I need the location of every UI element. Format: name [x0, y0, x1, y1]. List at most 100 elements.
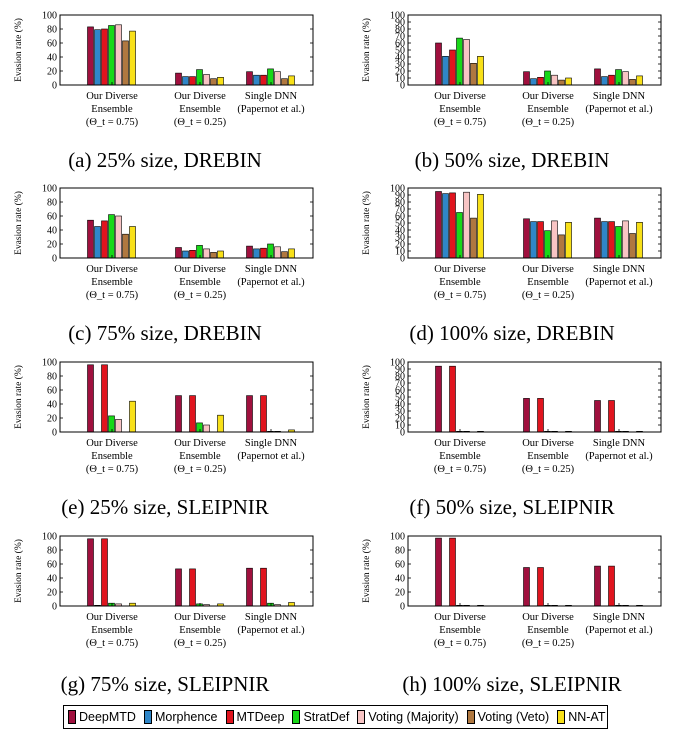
- legend-item-stratdef: StratDef: [292, 710, 349, 724]
- bar-voting-veto-: [122, 40, 129, 86]
- bar-deepmtd: [87, 538, 94, 607]
- bar-voting-veto-: [210, 78, 217, 86]
- bar-deepmtd: [175, 395, 182, 433]
- bar-mtdeep: [608, 565, 615, 607]
- bar-mtdeep: [608, 74, 615, 86]
- legend-label: StratDef: [303, 710, 350, 724]
- bar-voting-veto-: [210, 252, 217, 259]
- bar-stratdef: [196, 245, 203, 259]
- bar-voting-majority-: [274, 71, 281, 86]
- bar-deepmtd: [523, 218, 530, 259]
- legend-item-morphence: Morphence: [143, 710, 218, 724]
- y-tick-label: 30: [395, 407, 405, 418]
- x-tick-label: Our Diverse: [434, 438, 486, 449]
- x-tick-label: Our Diverse: [522, 438, 574, 449]
- bar-nn-at: [129, 400, 136, 433]
- x-tick-label: (Θ_t = 0.75): [434, 290, 487, 301]
- bar-morphence: [601, 221, 608, 259]
- y-axis-label: Evasion rate (%): [361, 365, 372, 429]
- y-tick-label: 60: [395, 560, 405, 571]
- x-tick-label: (Θ_t = 0.25): [522, 464, 575, 475]
- y-tick-label: 100: [390, 358, 405, 369]
- caption-g: (g) 75% size, SLEIPNIR: [60, 672, 270, 696]
- legend-swatch: [357, 710, 366, 724]
- bar-stratdef: [108, 214, 115, 259]
- bar-nn-at: [565, 77, 572, 86]
- axes-frame: [59, 535, 314, 607]
- bar-morphence: [601, 76, 608, 86]
- bar-stratdef: [615, 69, 622, 86]
- y-tick-label: 60: [395, 212, 405, 223]
- y-tick-label: 100: [42, 358, 57, 369]
- legend-label: Morphence: [154, 710, 218, 724]
- bar-deepmtd: [435, 537, 442, 607]
- x-tick-label: Ensemble: [527, 625, 569, 636]
- x-tick-label: (Papernot et al.): [237, 451, 305, 462]
- x-tick-label: Our Diverse: [434, 91, 486, 102]
- x-tick-label: Single DNN: [245, 612, 298, 623]
- bar-nn-at: [636, 75, 643, 86]
- bar-stratdef: [196, 422, 203, 433]
- y-axis-label: Evasion rate (%): [13, 18, 24, 82]
- y-tick-label: 100: [390, 184, 405, 195]
- x-tick-label: (Θ_t = 0.75): [434, 464, 487, 475]
- bar-voting-majority-: [463, 191, 470, 259]
- axes-frame: [59, 187, 314, 259]
- bar-voting-veto-: [629, 79, 636, 86]
- bar-mtdeep: [101, 364, 108, 433]
- bar-nn-at: [217, 250, 224, 259]
- y-tick-label: 80: [395, 25, 405, 36]
- bar-deepmtd: [435, 365, 442, 433]
- y-tick-label: 0: [400, 81, 405, 92]
- x-tick-label: Single DNN: [593, 438, 646, 449]
- axes-frame: [407, 535, 662, 607]
- legend-swatch: [143, 710, 152, 724]
- y-tick-label: 20: [47, 240, 57, 251]
- bar-mtdeep: [449, 537, 456, 607]
- bar-voting-veto-: [281, 251, 288, 259]
- bar-deepmtd: [246, 71, 253, 86]
- bar-stratdef: [267, 68, 274, 86]
- bar-mtdeep: [449, 365, 456, 433]
- y-tick-label: 10: [395, 421, 405, 432]
- chart-panel-b: Evasion rate (%) 0 10 20 30 40 50 60 70 80 90 100 Ou…: [348, 5, 676, 145]
- x-tick-label: (Θ_t = 0.75): [86, 638, 139, 649]
- bar-mtdeep: [537, 567, 544, 607]
- bar-voting-veto-: [281, 78, 288, 86]
- chart-panel-a: Evasion rate (%) 0 20 40 60 80 100 Our Diverse E…: [0, 5, 330, 145]
- bar-voting-majority-: [203, 424, 210, 433]
- bar-deepmtd: [435, 191, 442, 259]
- bar-deepmtd: [435, 42, 442, 86]
- y-tick-label: 20: [47, 67, 57, 78]
- y-tick-label: 60: [395, 386, 405, 397]
- x-tick-label: (Papernot et al.): [585, 625, 653, 636]
- y-tick-label: 50: [395, 393, 405, 404]
- x-tick-label: Our Diverse: [434, 612, 486, 623]
- y-tick-label: 60: [47, 39, 57, 50]
- bar-deepmtd: [175, 72, 182, 86]
- bar-voting-veto-: [558, 234, 565, 259]
- bar-mtdeep: [537, 77, 544, 86]
- bar-mtdeep: [537, 221, 544, 259]
- bar-voting-veto-: [470, 62, 477, 86]
- x-tick-label: Single DNN: [245, 264, 298, 275]
- bar-stratdef: [108, 415, 115, 433]
- x-tick-label: Our Diverse: [86, 438, 138, 449]
- chart-svg: Evasion rate (%) 0 20 40 60 80 100 Our Diverse E…: [13, 184, 314, 301]
- bar-mtdeep: [449, 192, 456, 259]
- y-tick-label: 40: [47, 53, 57, 64]
- x-tick-label: (Θ_t = 0.25): [174, 638, 227, 649]
- chart-svg: Evasion rate (%) 0 20 40 60 80 100 Our Diverse E…: [361, 532, 662, 649]
- axes-frame: [407, 187, 662, 259]
- x-tick-label: (Θ_t = 0.25): [174, 117, 227, 128]
- bar-nn-at: [288, 75, 295, 86]
- y-tick-label: 50: [395, 219, 405, 230]
- y-tick-label: 40: [47, 226, 57, 237]
- x-tick-label: (Papernot et al.): [237, 625, 305, 636]
- x-tick-label: Our Diverse: [522, 612, 574, 623]
- legend-item-voting-majority: Voting (Majority): [357, 710, 459, 724]
- bar-mtdeep: [260, 247, 267, 259]
- x-tick-label: Ensemble: [91, 451, 133, 462]
- y-tick-label: 70: [395, 379, 405, 390]
